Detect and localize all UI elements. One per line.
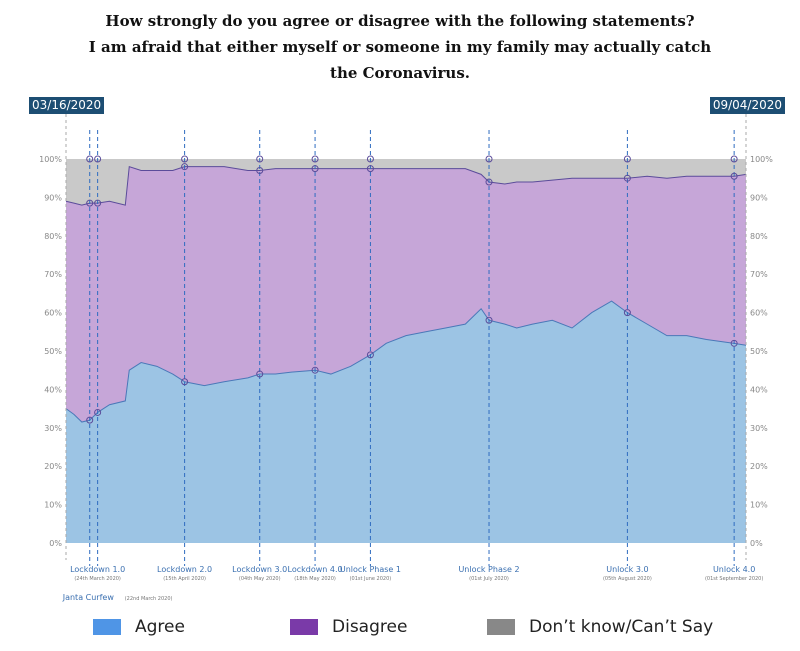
legend-item-dontknow: Don’t know/Can’t Say xyxy=(487,617,713,637)
y-tick-label-right: 10% xyxy=(750,501,768,510)
legend: Agree Disagree Don’t know/Can’t Say xyxy=(0,617,800,643)
event-marker xyxy=(256,155,264,163)
event-marker xyxy=(181,163,189,171)
start-date-badge: 03/16/2020 xyxy=(29,97,105,114)
event-sublabel: (01st June 2020) xyxy=(350,576,392,582)
event-sublabel: (01st September 2020) xyxy=(705,576,763,582)
event-marker xyxy=(485,178,493,186)
y-tick-label-right: 40% xyxy=(750,385,768,394)
event-sublabel: (22nd March 2020) xyxy=(125,596,173,602)
event-marker xyxy=(94,408,102,416)
event-marker xyxy=(256,370,264,378)
y-tick-label-left: 50% xyxy=(44,347,62,356)
y-tick-label-left: 30% xyxy=(44,424,62,433)
chart-title: How strongly do you agree or disagree wi… xyxy=(0,8,800,86)
y-tick-label-right: 30% xyxy=(750,424,768,433)
event-label: Lockdown 3.0 xyxy=(232,565,287,574)
event-label: Unlock 3.0 xyxy=(606,565,648,574)
event-marker xyxy=(485,316,493,324)
event-marker xyxy=(623,174,631,182)
event-marker xyxy=(311,366,319,374)
y-tick-label-right: 60% xyxy=(750,309,768,318)
event-sublabel: (15th April 2020) xyxy=(163,576,206,582)
agree-swatch xyxy=(93,619,121,635)
y-tick-label-right: 0% xyxy=(750,539,763,548)
title-line-2: I am afraid that either myself or someon… xyxy=(88,38,712,56)
end-date-badge: 09/04/2020 xyxy=(709,97,785,114)
y-tick-label-left: 40% xyxy=(44,385,62,394)
event-sublabel: (05th August 2020) xyxy=(603,576,652,582)
y-tick-label-right: 90% xyxy=(750,193,768,202)
event-label: Lockdown 1.0 xyxy=(70,565,125,574)
event-marker xyxy=(485,155,493,163)
event-marker xyxy=(94,199,102,207)
y-tick-label-right: 50% xyxy=(750,347,768,356)
y-tick-label-left: 90% xyxy=(44,193,62,202)
event-sublabel: (18th May 2020) xyxy=(294,576,336,582)
y-tick-label-left: 10% xyxy=(44,501,62,510)
event-marker xyxy=(181,378,189,386)
dontknow-swatch xyxy=(487,619,515,635)
y-tick-label-right: 100% xyxy=(750,155,773,164)
event-marker xyxy=(256,167,264,175)
legend-label-disagree: Disagree xyxy=(332,617,408,637)
legend-label-agree: Agree xyxy=(135,617,185,637)
y-tick-label-right: 20% xyxy=(750,462,768,471)
legend-item-disagree: Disagree xyxy=(290,617,407,637)
series-area-agree xyxy=(66,301,746,543)
y-tick-label-right: 70% xyxy=(750,270,768,279)
y-tick-label-left: 60% xyxy=(44,309,62,318)
event-marker xyxy=(366,165,374,173)
stacked-area-chart: 0% 0% 10% 10% 20% 20% 30% 30% 40% 40% 50% 50% 60% 60%… xyxy=(39,114,773,602)
event-marker xyxy=(623,309,631,317)
event-label: Lockdown 2.0 xyxy=(157,565,212,574)
event-marker xyxy=(730,172,738,180)
event-marker xyxy=(730,339,738,347)
event-marker xyxy=(311,165,319,173)
title-line-3: the Coronavirus. xyxy=(330,64,470,82)
event-label: Unlock 4.0 xyxy=(713,565,755,574)
event-marker xyxy=(366,351,374,359)
event-marker xyxy=(366,155,374,163)
event-sublabel: (01st July 2020) xyxy=(469,576,509,582)
event-label: Lockdown 4.0 xyxy=(288,565,343,574)
event-marker xyxy=(86,416,94,424)
title-line-1: How strongly do you agree or disagree wi… xyxy=(105,12,695,30)
event-label: Unlock Phase 2 xyxy=(458,565,519,574)
legend-item-agree: Agree xyxy=(93,617,185,637)
disagree-swatch xyxy=(290,619,318,635)
event-marker xyxy=(311,155,319,163)
event-label: Janta Curfew xyxy=(62,593,115,602)
y-tick-label-left: 0% xyxy=(49,539,62,548)
y-tick-label-right: 80% xyxy=(750,232,768,241)
event-sublabel: (04th May 2020) xyxy=(239,576,281,582)
event-marker xyxy=(730,155,738,163)
y-tick-label-left: 100% xyxy=(39,155,62,164)
event-marker xyxy=(86,199,94,207)
y-tick-label-left: 80% xyxy=(44,232,62,241)
legend-label-dontknow: Don’t know/Can’t Say xyxy=(529,617,714,637)
event-marker xyxy=(623,155,631,163)
event-label: Unlock Phase 1 xyxy=(340,565,401,574)
y-tick-label-left: 20% xyxy=(44,462,62,471)
y-tick-label-left: 70% xyxy=(44,270,62,279)
event-marker xyxy=(86,155,94,163)
event-marker xyxy=(94,155,102,163)
event-sublabel: (24th March 2020) xyxy=(74,576,121,582)
event-marker xyxy=(181,155,189,163)
